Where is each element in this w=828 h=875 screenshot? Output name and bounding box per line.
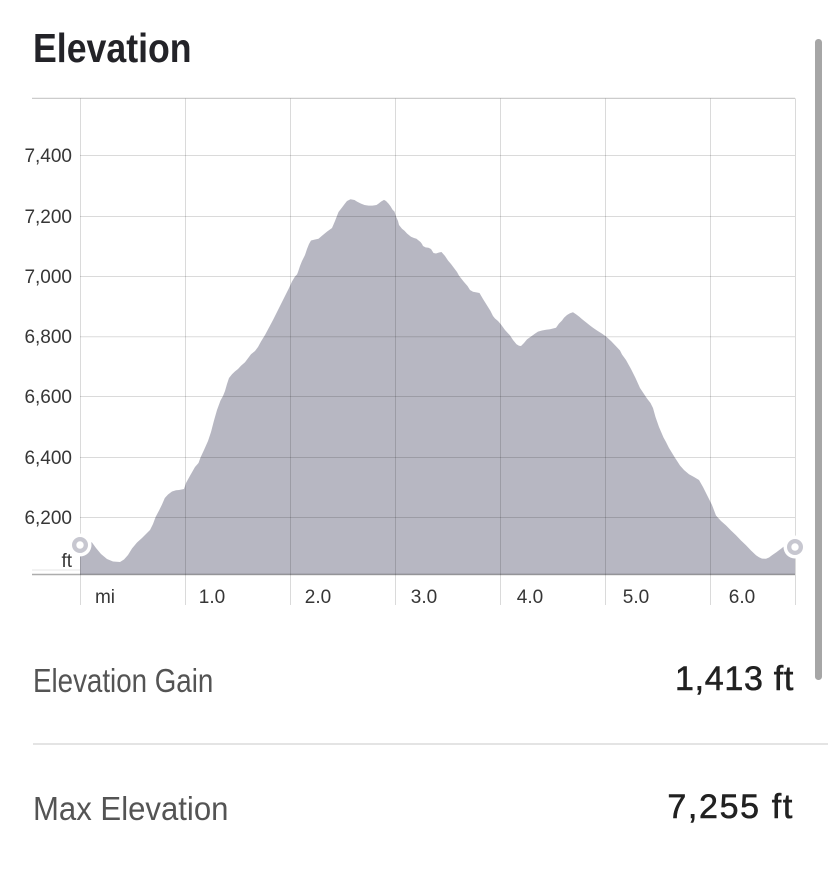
svg-text:6,600: 6,600 xyxy=(24,387,72,408)
svg-text:2.0: 2.0 xyxy=(305,587,331,608)
svg-text:7,200: 7,200 xyxy=(24,207,72,228)
svg-text:6,800: 6,800 xyxy=(24,327,72,348)
svg-text:6,400: 6,400 xyxy=(24,448,72,469)
svg-text:6,200: 6,200 xyxy=(24,508,72,529)
svg-text:7,400: 7,400 xyxy=(24,146,72,167)
svg-text:4.0: 4.0 xyxy=(517,587,543,608)
svg-text:1.0: 1.0 xyxy=(199,587,225,608)
svg-text:5.0: 5.0 xyxy=(623,587,649,608)
svg-text:3.0: 3.0 xyxy=(411,587,437,608)
svg-text:7,000: 7,000 xyxy=(24,267,72,288)
svg-text:6.0: 6.0 xyxy=(729,587,755,608)
svg-text:mi: mi xyxy=(95,587,115,608)
svg-text:ft: ft xyxy=(61,551,72,572)
